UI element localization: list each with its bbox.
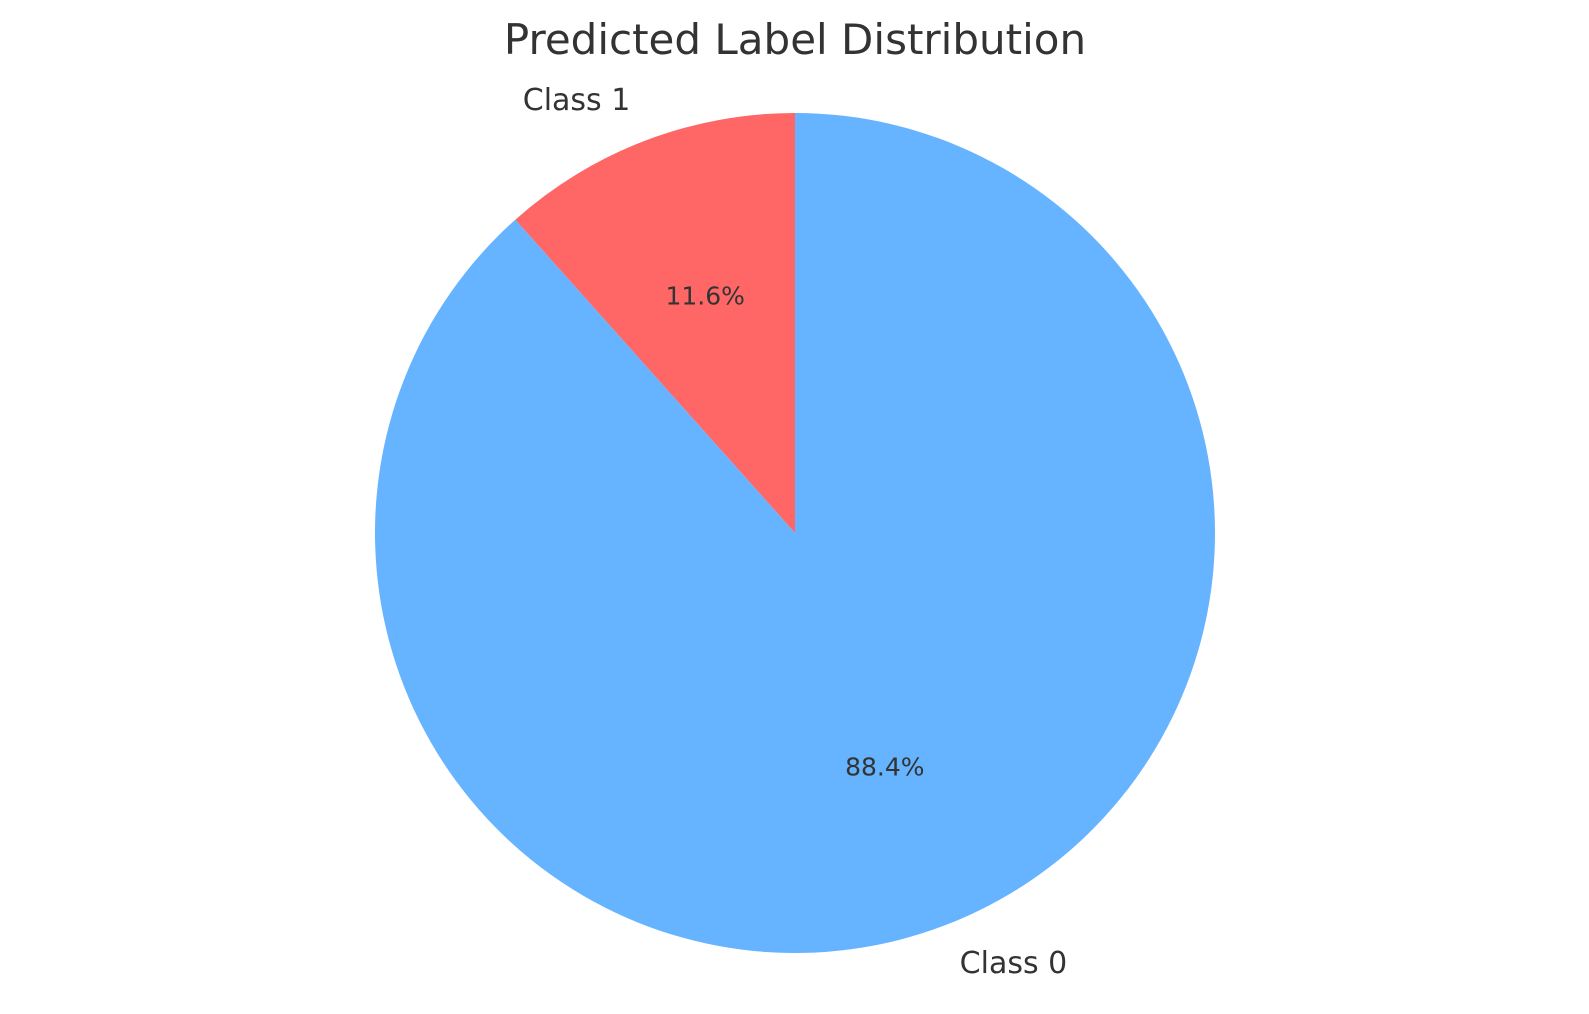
slice-label-class-1: Class 1 xyxy=(523,83,631,118)
pie-slice-class-0 xyxy=(375,113,1216,954)
chart-title: Predicted Label Distribution xyxy=(504,15,1086,64)
pie-labels: Class 1 11.6% Class 0 88.4% xyxy=(523,83,1067,981)
pct-label-class-1: 11.6% xyxy=(665,282,744,311)
pie-slices xyxy=(375,113,1216,954)
pct-label-class-0: 88.4% xyxy=(845,752,924,781)
pie-slice-class-1 xyxy=(515,113,795,533)
slice-label-class-0: Class 0 xyxy=(960,946,1068,981)
